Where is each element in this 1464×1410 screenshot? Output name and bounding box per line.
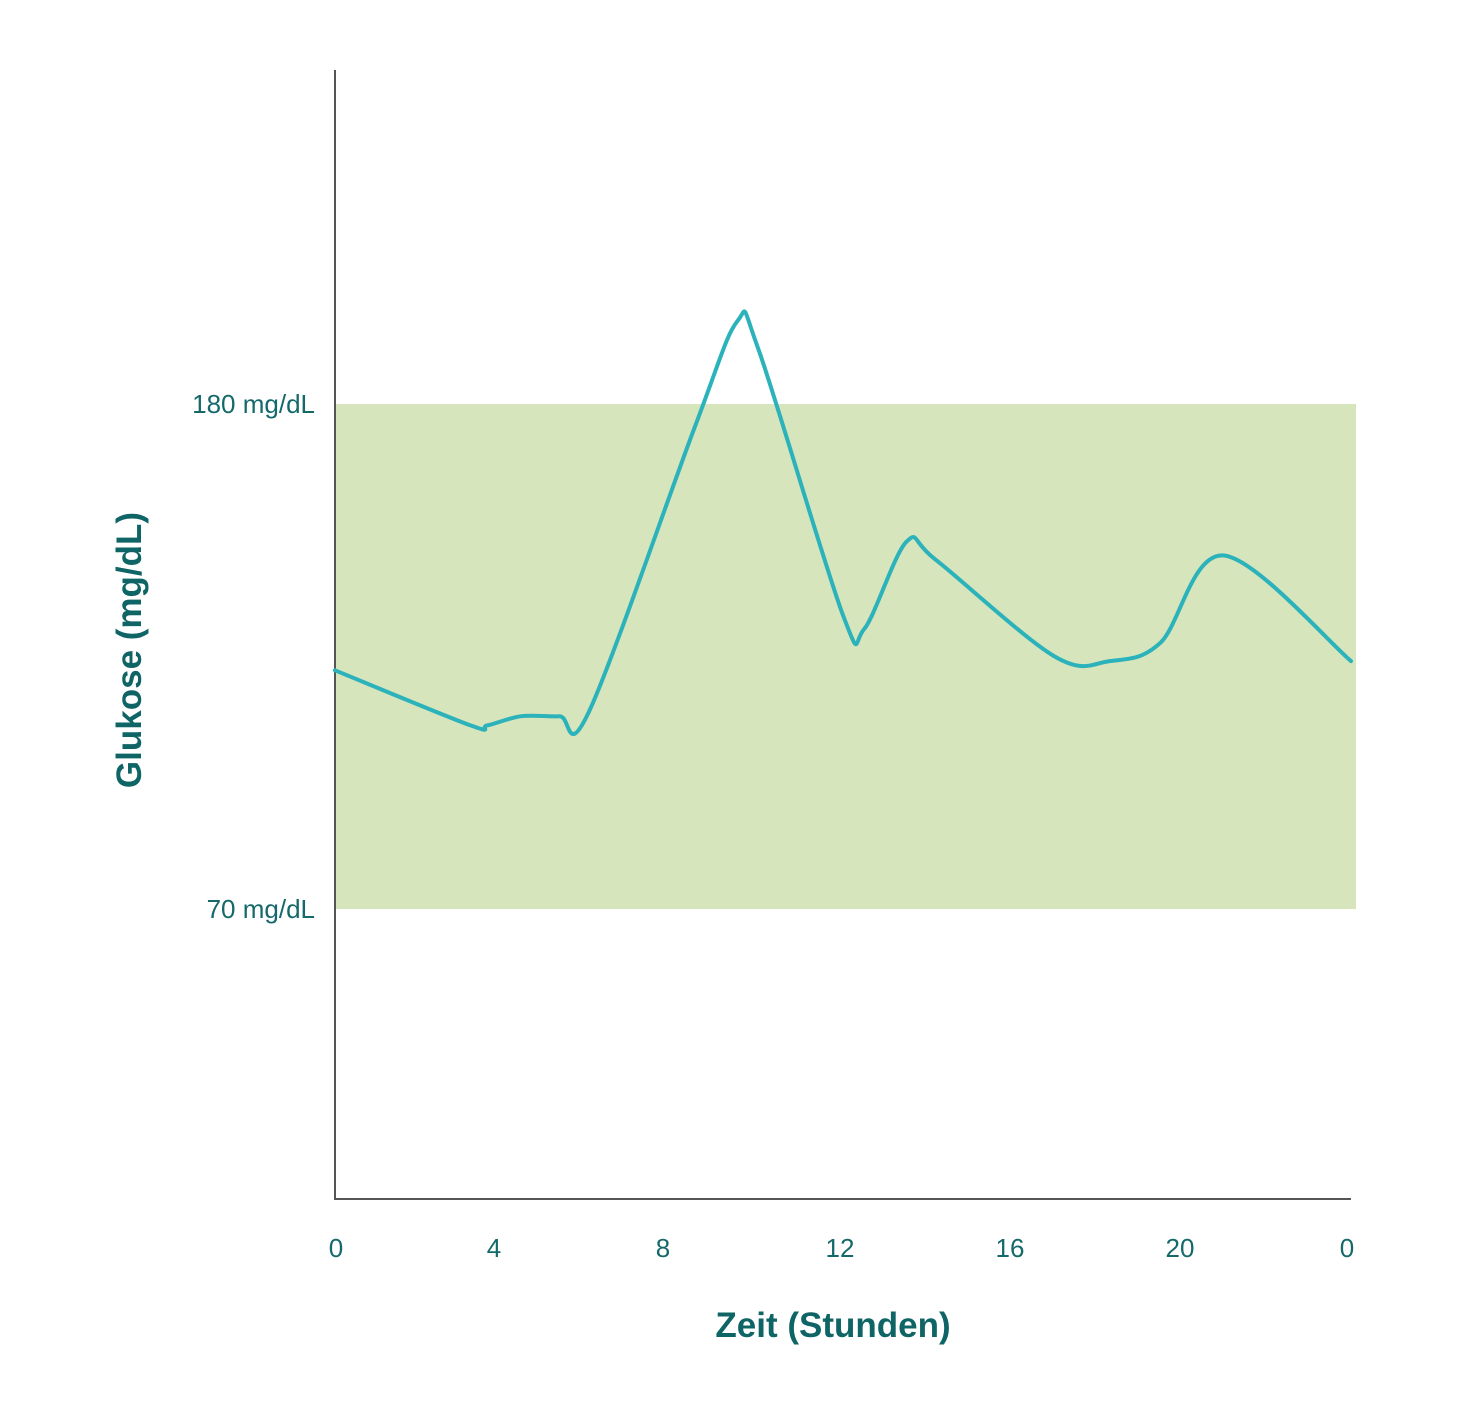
- y-tick-labels: 70 mg/dL 180 mg/dL: [192, 389, 315, 924]
- x-tick-label: 0: [329, 1233, 343, 1263]
- x-tick-labels: 0 4 8 12 16 20 0: [329, 1233, 1354, 1263]
- y-tick-label: 70 mg/dL: [207, 894, 315, 924]
- x-tick-label: 20: [1166, 1233, 1195, 1263]
- x-tick-label: 12: [826, 1233, 855, 1263]
- x-axis-title: Zeit (Stunden): [715, 1306, 950, 1345]
- y-axis-title: Glukose (mg/dL): [110, 512, 149, 788]
- x-tick-label: 8: [656, 1233, 670, 1263]
- target-range-band: [335, 404, 1356, 909]
- x-tick-label: 16: [996, 1233, 1025, 1263]
- x-tick-label: 4: [487, 1233, 501, 1263]
- x-tick-label: 0: [1340, 1233, 1354, 1263]
- glucose-series-line: [333, 309, 1353, 737]
- y-tick-label: 180 mg/dL: [192, 389, 315, 419]
